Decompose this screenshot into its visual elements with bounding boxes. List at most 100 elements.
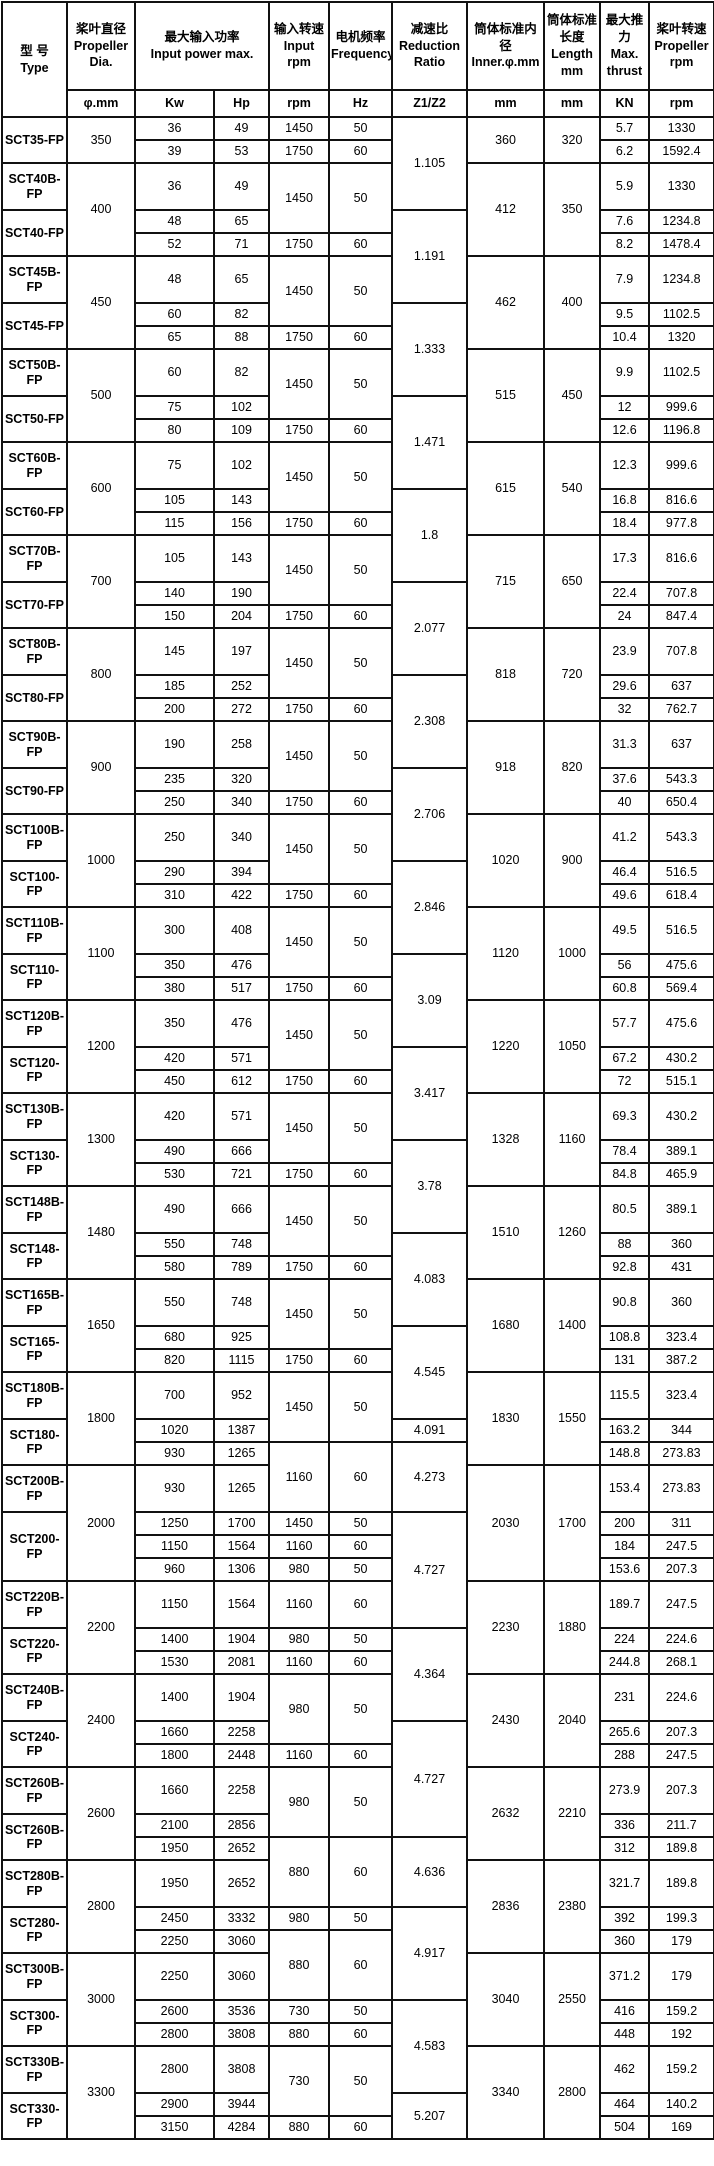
cell-length: 400 <box>543 255 602 350</box>
cell-inner: 1510 <box>466 1185 546 1280</box>
cell-hp: 952 <box>212 1371 271 1420</box>
header-power-cn: 最大输入功率 <box>164 30 240 45</box>
cell-hp: 190 <box>212 581 271 606</box>
cell-kw: 930 <box>134 1441 215 1466</box>
cell-kn: 115.5 <box>599 1371 651 1420</box>
cell-kw: 2100 <box>134 1813 215 1838</box>
cell-ratio: 4.727 <box>391 1511 469 1629</box>
cell-rpm_prop: 1234.8 <box>648 255 714 304</box>
cell-ratio: 1.333 <box>391 302 469 397</box>
cell-hp: 476 <box>212 953 271 978</box>
cell-dia: 1480 <box>66 1185 136 1280</box>
unit-dia: φ.mm <box>66 89 136 118</box>
cell-hz: 50 <box>328 1371 394 1443</box>
cell-rpm_in: 1750 <box>268 1348 331 1373</box>
cell-hp: 1564 <box>212 1534 271 1559</box>
header-type-en: Type <box>20 60 49 75</box>
cell-rpm_prop: 1592.4 <box>648 139 714 164</box>
table-row: SCT280-FP 2450 3332 980 50 4.917 392 199.3 <box>1 1906 714 2001</box>
cell-hp: 3808 <box>212 2022 271 2047</box>
cell-kw: 2450 <box>134 1906 215 1931</box>
cell-hz: 60 <box>328 2115 394 2140</box>
header-dia: 桨叶直径 Propeller Dia. <box>66 1 136 91</box>
cell-hp: 109 <box>212 418 271 443</box>
header-ratio-cn: 减速比 <box>410 21 449 36</box>
cell-rpm_in: 1750 <box>268 697 331 722</box>
cell-kn: 41.2 <box>599 813 651 862</box>
cell-kn: 23.9 <box>599 627 651 676</box>
cell-rpm_prop: 1478.4 <box>648 232 714 257</box>
cell-ratio: 4.545 <box>391 1325 469 1420</box>
cell-hp: 408 <box>212 906 271 955</box>
cell-type: SCT280-FP <box>1 1906 68 1954</box>
header-ratio-en: Reduction Ratio <box>398 38 461 70</box>
cell-rpm_prop: 847.4 <box>648 604 714 629</box>
cell-dia: 2600 <box>66 1766 136 1861</box>
cell-dia: 700 <box>66 534 136 629</box>
cell-kn: 5.9 <box>599 162 651 211</box>
table-row: 115 156 1750 60 18.4 977.8 <box>2 511 714 536</box>
cell-rpm_in: 1750 <box>268 511 331 536</box>
cell-dia: 1800 <box>66 1371 136 1466</box>
cell-hp: 1904 <box>212 1673 271 1722</box>
cell-hp: 4284 <box>212 2115 271 2140</box>
cell-kn: 12.6 <box>599 418 651 443</box>
cell-rpm_in: 1160 <box>268 1441 331 1513</box>
cell-rpm_prop: 189.8 <box>648 1859 714 1908</box>
cell-type: SCT130-FP <box>1 1139 68 1187</box>
cell-kn: 46.4 <box>599 860 651 885</box>
cell-kn: 148.8 <box>599 1441 651 1466</box>
cell-length: 540 <box>543 441 602 536</box>
cell-kn: 231 <box>599 1673 651 1722</box>
cell-kn: 29.6 <box>599 674 651 699</box>
table-row: SCT70B-FP 700 105 143 1450 50 715 650 17.3 816.6 <box>1 534 714 629</box>
cell-kw: 2250 <box>134 1952 215 2001</box>
cell-kn: 131 <box>599 1348 651 1373</box>
cell-hp: 71 <box>212 232 271 257</box>
cell-kn: 448 <box>599 2022 651 2047</box>
header-power: 最大输入功率 Input power max. <box>133 1 271 91</box>
header-rpm_in-en: Input rpm <box>283 38 315 70</box>
cell-hp: 748 <box>212 1278 271 1327</box>
cell-kw: 190 <box>134 720 215 769</box>
cell-kw: 200 <box>134 697 215 722</box>
cell-length: 1700 <box>543 1464 602 1582</box>
cell-rpm_prop: 1234.8 <box>648 209 714 234</box>
cell-rpm_in: 1750 <box>268 976 331 1001</box>
cell-kw: 310 <box>134 883 215 908</box>
cell-hp: 422 <box>212 883 271 908</box>
cell-hp: 1700 <box>212 1511 271 1536</box>
cell-hp: 82 <box>212 302 271 327</box>
cell-dia: 2800 <box>66 1859 136 1954</box>
cell-inner: 1680 <box>466 1278 546 1373</box>
cell-kn: 9.9 <box>599 348 651 397</box>
cell-hz: 50 <box>328 1627 394 1652</box>
cell-hp: 1115 <box>212 1348 271 1373</box>
cell-hp: 3060 <box>212 1929 271 1954</box>
table-row: SCT200B-FP 2000 930 1265 2030 1700 153.4 273.83 <box>1 1464 714 1582</box>
table-row: SCT260B-FP 2600 1660 2258 980 50 2632 2210 273.9… <box>1 1766 714 1861</box>
cell-length: 720 <box>543 627 602 722</box>
cell-length: 650 <box>543 534 602 629</box>
cell-hp: 3536 <box>212 1999 271 2024</box>
cell-hp: 88 <box>212 325 271 350</box>
cell-rpm_prop: 1196.8 <box>648 418 714 443</box>
cell-kw: 52 <box>134 232 215 257</box>
cell-kn: 360 <box>599 1929 651 1954</box>
cell-hp: 3332 <box>212 1906 271 1931</box>
header-dia-en: Propeller Dia. <box>73 38 129 70</box>
cell-kn: 244.8 <box>599 1650 651 1675</box>
cell-hz: 50 <box>328 627 394 699</box>
cell-kw: 250 <box>134 813 215 862</box>
cell-rpm_in: 1450 <box>268 720 331 792</box>
cell-kn: 12 <box>599 395 651 420</box>
cell-type: SCT40-FP <box>1 209 68 257</box>
cell-rpm_prop: 273.83 <box>648 1441 714 1466</box>
cell-rpm_prop: 224.6 <box>648 1627 714 1652</box>
cell-kn: 288 <box>599 1743 651 1768</box>
cell-rpm_prop: 999.6 <box>648 441 714 490</box>
cell-rpm_prop: 389.1 <box>648 1185 714 1234</box>
cell-hp: 272 <box>212 697 271 722</box>
cell-kw: 1660 <box>134 1766 215 1815</box>
cell-type: SCT200B-FP <box>1 1464 68 1513</box>
